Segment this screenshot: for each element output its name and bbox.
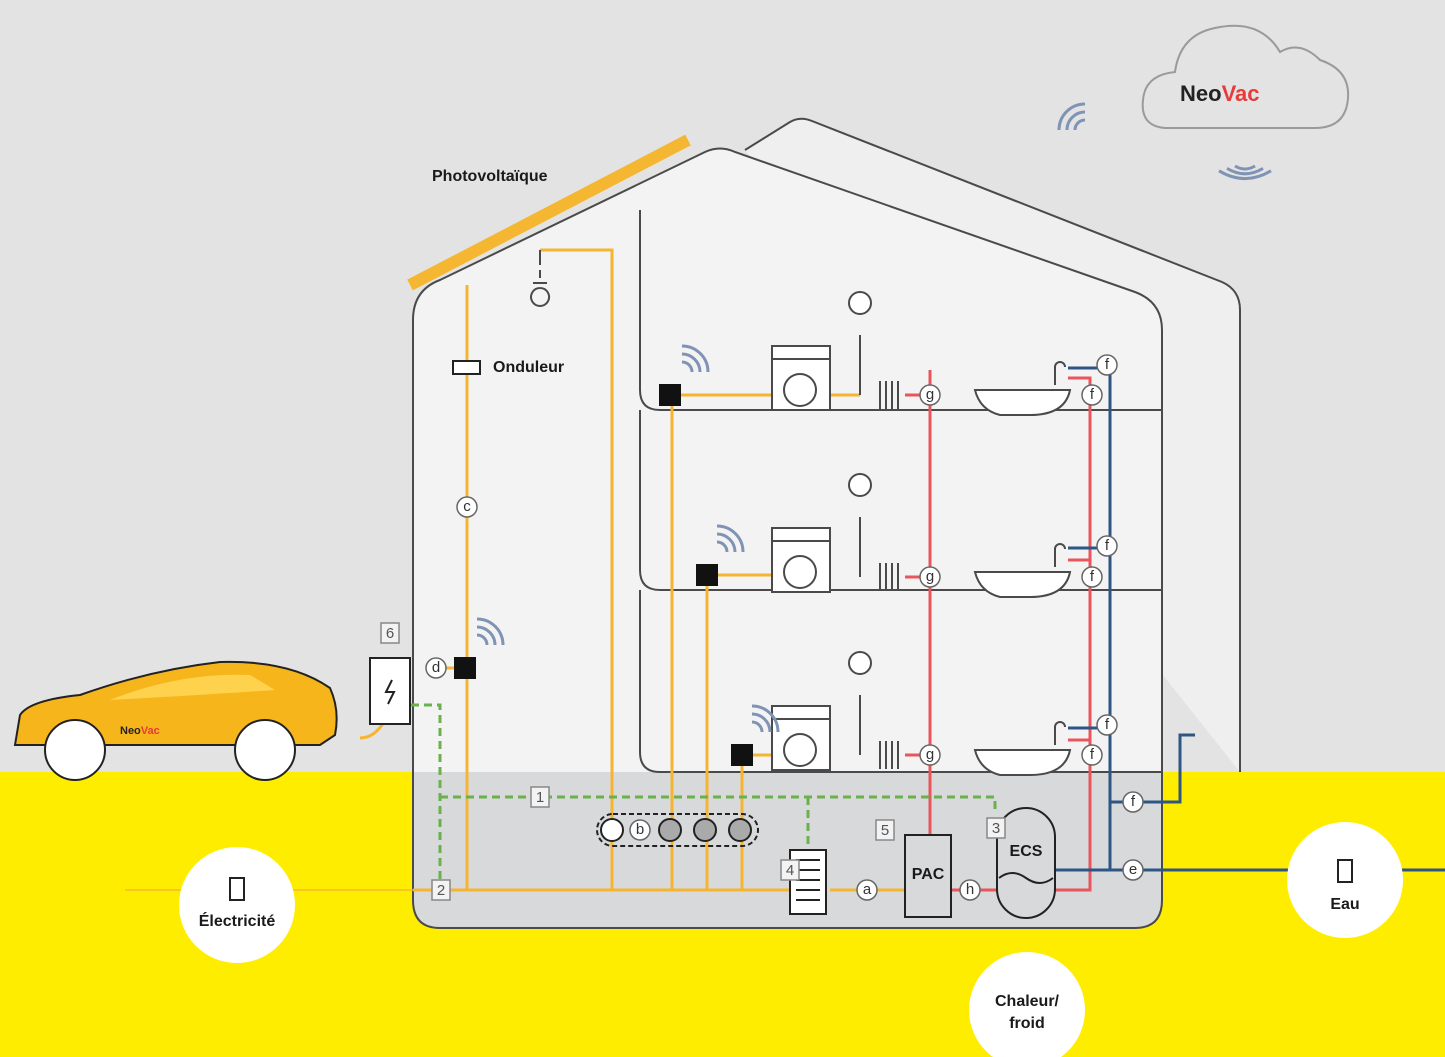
sensor [696,564,718,586]
number-label: 4 [786,862,794,879]
meter [729,819,751,841]
car-logo-vac: Vac [141,725,160,737]
connection-label: g [926,746,934,763]
meter-icon [230,878,244,900]
inverter-label: Onduleur [493,359,564,376]
washing-machine-door [784,734,816,766]
number-label: 6 [386,625,394,642]
number-label: 5 [881,822,889,839]
utility-circle [179,847,295,963]
number-label: 3 [992,820,1000,837]
number-label: 1 [536,789,544,806]
connection-label: g [926,568,934,585]
connection-label: c [463,498,471,515]
diagram: PAC ECS Onduleur Photovoltaïque NeoVac N… [0,0,1445,1057]
heat-label: Chaleur/ [995,993,1060,1010]
washing-machine-door [784,556,816,588]
hot-water-label: ECS [1010,843,1043,860]
connection-label: g [926,386,934,403]
water-label: Eau [1330,896,1359,913]
photovoltaic-label: Photovoltaïque [432,168,548,185]
heat-pump-label: PAC [912,866,945,883]
page: {"logo": {"neo": "Neo", "vac": "Vac"}, "… [0,0,1445,1057]
heat-label: froid [1009,1015,1045,1032]
car-wheel [45,720,105,780]
lamp [849,292,871,314]
connection-label: e [1129,861,1137,878]
lamp [849,652,871,674]
washing-machine-door [784,374,816,406]
sensor [659,384,681,406]
cloud-logo: NeoVac [1180,81,1260,106]
connection-label: d [432,659,440,676]
meter [694,819,716,841]
car-logo: NeoVac [120,725,160,737]
electricity-label: Électricité [199,911,276,930]
sensor [731,744,753,766]
number-label: 2 [437,882,445,899]
meter-icon [1338,860,1352,882]
connection-label: a [863,881,872,898]
meter [601,819,623,841]
car-logo-neo: Neo [120,725,141,737]
connection-label: b [636,821,644,838]
lamp [849,474,871,496]
logo-vac: Vac [1222,81,1260,106]
logo-neo: Neo [1180,81,1222,106]
connection-label: h [966,881,974,898]
car-wheel [235,720,295,780]
inverter [453,361,480,374]
sensor [454,657,476,679]
meter [659,819,681,841]
